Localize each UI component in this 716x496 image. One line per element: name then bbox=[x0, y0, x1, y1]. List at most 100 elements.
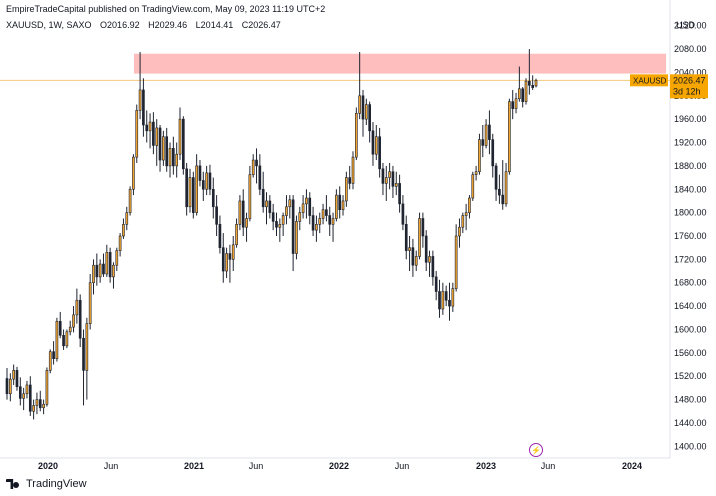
candle-body bbox=[271, 212, 275, 222]
candle-body bbox=[215, 206, 218, 225]
symbol-name[interactable]: XAUUSD, 1W, SAXO bbox=[6, 20, 92, 30]
candle-body bbox=[374, 136, 378, 155]
y-tick-label: 1560.00 bbox=[674, 348, 707, 358]
tradingview-logo: TradingView bbox=[6, 478, 87, 490]
candle-body bbox=[355, 113, 358, 158]
candle-body bbox=[228, 253, 232, 260]
candle-body bbox=[251, 159, 255, 175]
candle-body bbox=[511, 101, 515, 109]
candle-body bbox=[18, 386, 22, 399]
candle-body bbox=[394, 183, 398, 187]
candle-body bbox=[524, 80, 528, 102]
candle-body bbox=[474, 171, 478, 175]
y-tick-label: 1640.00 bbox=[674, 301, 707, 311]
candle-body bbox=[285, 206, 288, 216]
candle-body bbox=[501, 194, 505, 205]
candle-body bbox=[351, 156, 355, 184]
candle-body bbox=[152, 121, 155, 146]
candle-body bbox=[534, 80, 538, 87]
candle-body bbox=[155, 127, 159, 146]
candle-body bbox=[448, 299, 451, 307]
candle-body bbox=[8, 378, 12, 395]
y-tick-label: 1600.00 bbox=[674, 324, 707, 334]
candle-body bbox=[411, 247, 415, 266]
candle-body bbox=[348, 177, 352, 184]
candle-body bbox=[172, 148, 175, 167]
candle-body bbox=[98, 263, 102, 278]
candle-body bbox=[424, 235, 428, 263]
candle-body bbox=[25, 384, 29, 395]
candle-body bbox=[261, 188, 265, 208]
candle-body bbox=[38, 399, 42, 409]
x-tick-label: Jun bbox=[541, 461, 556, 471]
candle-body bbox=[112, 264, 115, 278]
candle-body bbox=[221, 247, 225, 272]
candle-body bbox=[15, 370, 19, 388]
candle-body bbox=[138, 89, 142, 111]
candle-body bbox=[148, 121, 152, 132]
open-value: O2016.92 bbox=[100, 20, 140, 30]
candle-body bbox=[125, 212, 129, 225]
candle-body bbox=[335, 194, 338, 219]
candle-body bbox=[368, 104, 371, 132]
candle-body bbox=[105, 252, 109, 275]
candle-body bbox=[72, 314, 75, 328]
price-tag-countdown: 3d 12h bbox=[673, 86, 701, 96]
candle-body bbox=[441, 291, 445, 310]
candle-body bbox=[231, 244, 235, 260]
candle-body bbox=[185, 168, 188, 208]
low-value: L2014.41 bbox=[195, 20, 234, 30]
candle-body bbox=[391, 171, 395, 187]
candle-body bbox=[318, 218, 322, 225]
candle-body bbox=[468, 197, 471, 213]
candle-body bbox=[305, 197, 308, 205]
candle-body bbox=[321, 209, 325, 219]
y-tick-label: 1960.00 bbox=[674, 114, 707, 124]
candle-body bbox=[65, 331, 69, 347]
candle-body bbox=[168, 148, 172, 167]
candle-body bbox=[205, 172, 208, 190]
candle-body bbox=[182, 118, 185, 170]
candle-body bbox=[178, 118, 182, 155]
candle-body bbox=[28, 384, 32, 412]
candle-body bbox=[308, 197, 312, 216]
tv-logo-dot-icon bbox=[13, 482, 19, 488]
y-tick-label: 1480.00 bbox=[674, 395, 707, 405]
candle-body bbox=[162, 136, 165, 161]
candle-body bbox=[298, 212, 302, 222]
candle-body bbox=[361, 95, 365, 120]
candle-body bbox=[122, 224, 125, 237]
y-tick-label: 2120.00 bbox=[674, 21, 707, 31]
candle-body bbox=[142, 89, 145, 126]
candle-body bbox=[218, 224, 222, 248]
candle-body bbox=[345, 177, 348, 202]
candle-body bbox=[225, 253, 228, 272]
candle-body bbox=[488, 124, 491, 140]
candle-body bbox=[102, 263, 105, 275]
candle-body bbox=[88, 282, 92, 324]
candle-body bbox=[195, 165, 198, 213]
candle-body bbox=[265, 200, 268, 208]
candle-body bbox=[508, 101, 511, 173]
candle-body bbox=[35, 399, 39, 406]
candle-body bbox=[278, 224, 282, 228]
candle-body bbox=[175, 153, 179, 167]
candle-body bbox=[421, 218, 425, 237]
candle-body bbox=[92, 264, 95, 284]
candle-body bbox=[311, 215, 315, 231]
candle-body bbox=[291, 199, 295, 254]
candle-body bbox=[201, 180, 205, 190]
candle-body bbox=[498, 188, 501, 196]
candle-body bbox=[494, 165, 498, 190]
x-tick-label: Jun bbox=[395, 461, 410, 471]
candle-body bbox=[288, 199, 292, 208]
candle-body bbox=[408, 247, 411, 251]
flash-icon[interactable]: ⚡ bbox=[529, 443, 543, 457]
y-tick-label: 1440.00 bbox=[674, 418, 707, 428]
candle-body bbox=[364, 104, 368, 120]
candle-body bbox=[268, 200, 272, 213]
candle-body bbox=[341, 200, 345, 211]
symbol-tag-label: XAUUSD bbox=[633, 76, 667, 85]
candle-body bbox=[42, 403, 45, 409]
